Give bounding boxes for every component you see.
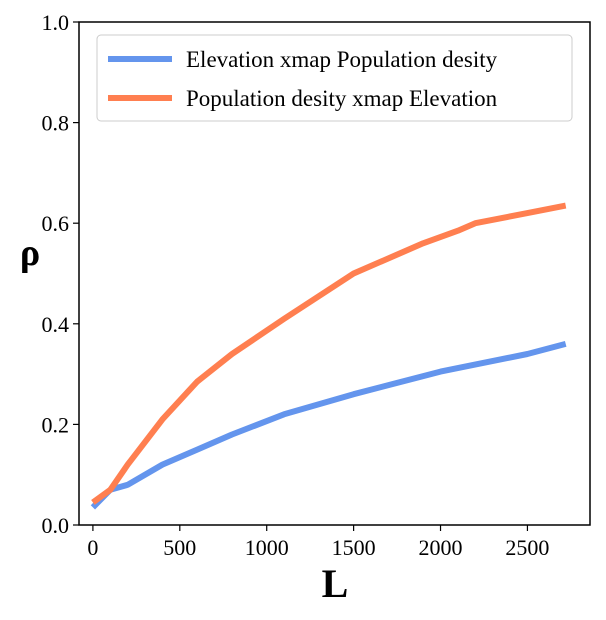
- series-lines: [90, 202, 567, 510]
- y-tick-label: 0.2: [42, 412, 70, 437]
- y-axis-label: ρ: [20, 232, 40, 274]
- legend-label-elevation-xmap-population: Elevation xmap Population desity: [186, 47, 498, 72]
- series-line-0: [90, 340, 567, 510]
- x-tick-label: 0: [87, 535, 98, 560]
- series-line-1: [91, 202, 567, 505]
- legend: Elevation xmap Population desity Populat…: [96, 34, 573, 122]
- legend-label-population-xmap-elevation: Population desity xmap Elevation: [186, 86, 498, 111]
- y-tick-label: 0.4: [42, 312, 70, 337]
- x-tick-label: 1500: [332, 535, 376, 560]
- y-tick-label: 0.8: [42, 111, 70, 136]
- plot-frame: [78, 21, 591, 526]
- legend-box: [96, 34, 573, 122]
- x-tick-label: 500: [163, 535, 196, 560]
- x-axis-label: L: [322, 561, 349, 606]
- x-tick-label: 2000: [419, 535, 463, 560]
- y-tick-label: 0.0: [42, 513, 70, 538]
- axis-ticks: 0 500 1000 1500 2000 2500 0.0 0.2 0.4 0.6 0.8 1.0: [42, 10, 550, 560]
- y-tick-label: 0.6: [42, 211, 70, 236]
- x-tick-label: 2500: [505, 535, 549, 560]
- x-tick-label: 1000: [245, 535, 289, 560]
- y-tick-label: 1.0: [42, 10, 70, 35]
